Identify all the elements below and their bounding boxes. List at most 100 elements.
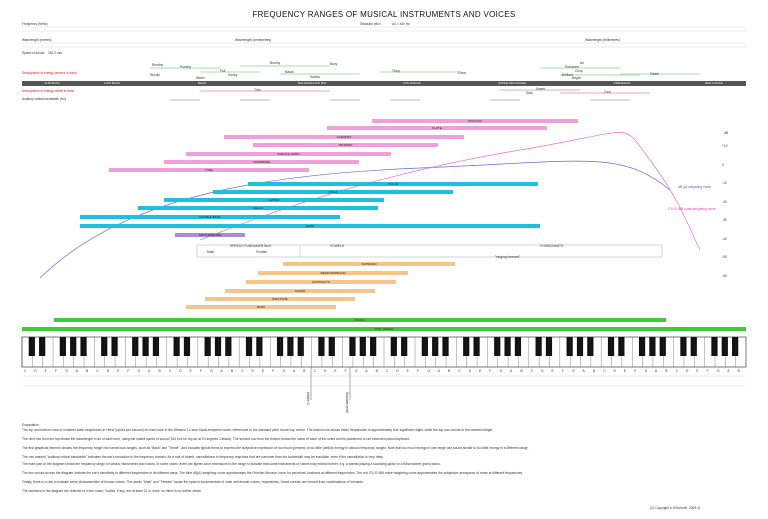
- piano-black-key: [132, 337, 139, 356]
- note-letter: A: [148, 369, 151, 373]
- note-letter: A: [365, 369, 368, 373]
- energy-deficit-label: Descriptions of energy deficit in band: [22, 89, 75, 93]
- db-tick: -60: [722, 273, 727, 278]
- instrument-bar: CLARINET: [224, 135, 464, 139]
- note-letter: E: [623, 369, 627, 373]
- band-header: MID-BASS/LOW MID: [262, 81, 362, 86]
- piano-black-key: [111, 337, 118, 356]
- descriptor: Warm: [196, 76, 205, 80]
- note-letter: C: [241, 369, 244, 373]
- piano-black-key: [690, 337, 697, 356]
- voice-bar: BASS: [186, 305, 336, 309]
- piano-black-key: [711, 337, 718, 356]
- note-letter: E: [406, 369, 409, 373]
- db-a-curve-label: dB (A) weighting curve: [678, 185, 712, 189]
- copyright: (C) Copyright & M.Bortolin, 2009-11: [650, 506, 701, 510]
- note-letter: F: [127, 369, 130, 373]
- piano-black-key: [494, 337, 501, 356]
- piano-black-key: [204, 337, 211, 356]
- voice-bar: MEZZOSOPRANO: [258, 271, 408, 275]
- standard-pitch-label: Standard pitch: [360, 22, 381, 26]
- note-letter: G: [65, 369, 68, 373]
- band-header: MID-RANGE: [362, 81, 462, 86]
- note-letter: E: [334, 369, 337, 373]
- piano-black-key: [566, 337, 573, 356]
- voice-bar: TENOR: [225, 289, 375, 293]
- note-letter: G: [716, 369, 720, 373]
- explanation-line: The first graphical element divides the …: [22, 446, 529, 450]
- band-header: LOW BASS: [82, 81, 142, 86]
- note-letter: G: [572, 369, 575, 373]
- note-letter: A: [510, 369, 513, 373]
- instrument-bar: TRUMPET: [253, 143, 438, 147]
- note-letter: B: [592, 369, 596, 373]
- middle-c-marker: Middle C: [306, 392, 310, 406]
- note-letter: D: [685, 369, 689, 373]
- explanation-line: The top and bottom rows of numbers state…: [22, 428, 494, 432]
- note-letter: A: [437, 369, 440, 373]
- descriptor-deficit: Dark: [526, 91, 533, 95]
- note-letter: D: [251, 369, 254, 373]
- band-header: UPPER MID-RANGE: [462, 81, 562, 86]
- piano-black-key: [618, 337, 625, 356]
- piano-black-key: [28, 337, 35, 356]
- db-unit: dB: [724, 131, 729, 135]
- voice-bar: SOPRANO: [283, 262, 455, 266]
- speech-fundamentals: SPEECH FUNDAMENTALS: [230, 244, 272, 248]
- note-letter: G: [499, 369, 503, 373]
- energy-present-label: Descriptions of energy present in band: [22, 71, 77, 75]
- descriptor: Full: [220, 69, 226, 73]
- wavelength-cm-label: Wavelength (centimetres): [235, 38, 272, 42]
- descriptor: Rumbly: [152, 63, 164, 67]
- db-tick: -40: [722, 236, 727, 241]
- piano-black-key: [297, 337, 304, 356]
- wavelength-mm-label: Wavelength (millimetres): [585, 38, 620, 42]
- instrument-bar: FLUTE: [327, 126, 547, 130]
- piano-black-key: [328, 337, 335, 356]
- instrument-bar: KETTLEDRUMS: [175, 233, 245, 237]
- speech-consonants: CONSONANTS: [540, 244, 564, 248]
- note-letter: E: [44, 369, 47, 373]
- note-letter: A: [220, 369, 223, 373]
- piano-black-key: [70, 337, 77, 356]
- piano-black-key: [401, 337, 408, 356]
- note-letter: C: [386, 369, 389, 373]
- descriptor: Boxy: [330, 62, 338, 66]
- keyboard-bar: PIPE ORGAN: [22, 327, 746, 331]
- speech-male: Male: [207, 250, 215, 254]
- note-letter: F: [55, 369, 58, 373]
- note-letter: C: [603, 369, 606, 373]
- note-letter: G: [354, 369, 358, 373]
- piano-black-key: [576, 337, 584, 356]
- piano-black-key: [545, 337, 553, 356]
- frequency-label: Frequency (Hertz): [22, 22, 48, 26]
- piano-black-key: [659, 337, 666, 356]
- note-letter: C: [530, 369, 534, 373]
- piano-black-key: [504, 337, 511, 356]
- piano-black-key: [721, 337, 728, 356]
- note-letter: B: [230, 369, 234, 373]
- band-header: BASS: [142, 81, 262, 86]
- note-letter: G: [210, 369, 213, 373]
- singing-formant: "singing formant": [495, 255, 520, 259]
- note-letter: F: [417, 369, 420, 373]
- wavelength-m-label: Wavelength (metres): [22, 38, 52, 42]
- piano-black-key: [370, 337, 377, 356]
- piano-black-key: [142, 337, 149, 356]
- descriptor: Tinny: [392, 69, 400, 73]
- page-title: FREQUENCY RANGES OF MUSICAL INSTRUMENTS …: [252, 10, 516, 19]
- note-letter: F: [706, 369, 709, 373]
- note-letter: B: [520, 369, 523, 373]
- explanation-line: The row marked "auditory critical bandwi…: [22, 455, 384, 459]
- instrument-bar: VIOLIN: [248, 182, 538, 186]
- band-header: BRILLIANCE: [682, 81, 746, 86]
- note-letter: A: [75, 369, 78, 373]
- note-letter: F: [561, 369, 564, 373]
- band-header: SUB-BASS: [22, 81, 82, 86]
- note-letter: A: [292, 369, 296, 373]
- descriptor: Presence: [565, 65, 579, 69]
- db-tick: -50: [722, 255, 727, 259]
- standard-pitch-value: A4 = 440 Hz: [392, 22, 410, 26]
- critical-bandwidth-label: Auditory critical bandwidth (Hz): [22, 97, 66, 101]
- piano-black-key: [214, 337, 222, 356]
